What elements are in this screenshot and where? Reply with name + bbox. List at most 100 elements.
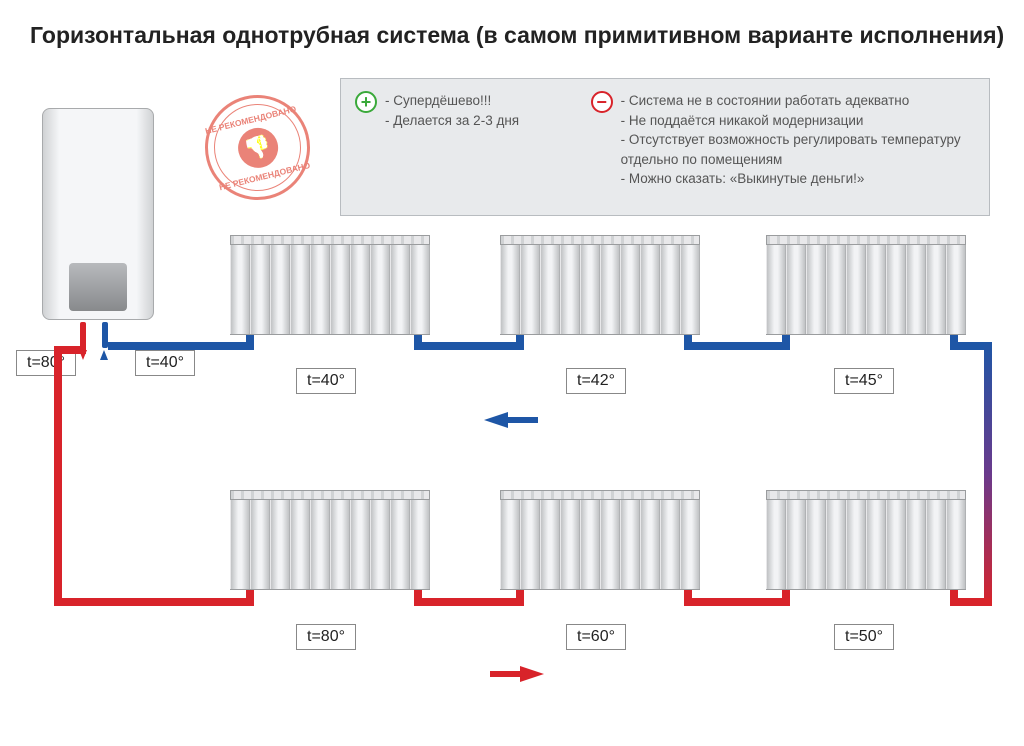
temp-label-r6: t=50°: [834, 624, 894, 650]
radiator-fin: [620, 500, 640, 589]
radiator-bottom: [766, 490, 966, 590]
radiator-top: [500, 490, 700, 500]
temp-label-r4: t=80°: [296, 624, 356, 650]
radiator-fin: [560, 245, 580, 334]
radiator-fin: [640, 500, 660, 589]
legend-cons: − - Система не в состоянии работать адек…: [591, 91, 975, 203]
radiator-fin: [270, 500, 290, 589]
radiator-fin: [866, 500, 886, 589]
radiator-body: [230, 245, 430, 335]
radiator-fin: [290, 500, 310, 589]
legend-con-item: - Отсутствует возможность регулировать т…: [621, 130, 975, 169]
radiator-body: [500, 500, 700, 590]
radiator-top: [230, 235, 430, 245]
legend-pros: + - Супердёшево!!!- Делается за 2-3 дня: [355, 91, 591, 203]
pipe-red: [516, 590, 524, 606]
radiator-fin: [946, 500, 966, 589]
legend-box: + - Супердёшево!!!- Делается за 2-3 дня …: [340, 78, 990, 216]
radiator-fin: [330, 245, 350, 334]
radiator-fin: [680, 500, 700, 589]
thumbs-down-icon: [233, 123, 281, 171]
radiator-fin: [250, 500, 270, 589]
radiator-bottom: [230, 490, 430, 590]
radiator-fin: [500, 500, 520, 589]
radiator-body: [230, 500, 430, 590]
pipe-blue: [108, 342, 246, 350]
radiator-fin: [350, 245, 370, 334]
radiator-fin: [846, 245, 866, 334]
radiator-fin: [926, 500, 946, 589]
return-arrow-icon: [100, 350, 108, 360]
minus-icon: −: [591, 91, 613, 113]
radiator-fin: [230, 245, 250, 334]
radiator-fin: [540, 500, 560, 589]
plus-icon: +: [355, 91, 377, 113]
boiler-pipes: [80, 322, 108, 348]
pipe-gradient: [984, 342, 992, 606]
radiator-fin: [560, 500, 580, 589]
radiator-fin: [620, 245, 640, 334]
radiator-fin: [370, 245, 390, 334]
radiator-fin: [660, 500, 680, 589]
radiator-top: [230, 490, 430, 500]
legend-con-item: - Можно сказать: «Выкинутые деньги!»: [621, 169, 975, 189]
radiator-fin: [640, 245, 660, 334]
radiator-fin: [390, 500, 410, 589]
radiator-fin: [660, 245, 680, 334]
page-title: Горизонтальная однотрубная система (в са…: [30, 22, 1004, 49]
radiator-fin: [600, 245, 620, 334]
radiator-fin: [500, 245, 520, 334]
pros-list: - Супердёшево!!!- Делается за 2-3 дня: [385, 91, 519, 203]
pipe-red: [782, 590, 790, 606]
pipe-red: [54, 346, 62, 606]
radiator-fin: [600, 500, 620, 589]
radiator-fin: [886, 500, 906, 589]
radiator-fin: [946, 245, 966, 334]
radiator-top: [766, 235, 966, 335]
flow-tail: [490, 671, 522, 677]
radiator-fin: [410, 245, 430, 334]
radiator-top: [500, 235, 700, 335]
radiator-fin: [230, 500, 250, 589]
radiator-top: [766, 235, 966, 245]
pipe-blue: [516, 335, 524, 350]
temp-label-r2: t=42°: [566, 368, 626, 394]
boiler-outlet-pipe: [80, 322, 86, 348]
boiler: [42, 108, 154, 320]
radiator-top: [500, 235, 700, 245]
temp-label-r5: t=60°: [566, 624, 626, 650]
radiator-fin: [786, 500, 806, 589]
radiator-fin: [390, 245, 410, 334]
radiator-fin: [580, 500, 600, 589]
radiator-fin: [310, 500, 330, 589]
flow-right-arrow-icon: [520, 666, 544, 682]
radiator-body: [766, 245, 966, 335]
temp-label-boiler_ret: t=40°: [135, 350, 195, 376]
radiator-top: [766, 490, 966, 500]
radiator-fin: [906, 500, 926, 589]
radiator-fin: [886, 245, 906, 334]
radiator-fin: [270, 245, 290, 334]
legend-pro-item: - Делается за 2-3 дня: [385, 111, 519, 131]
radiator-fin: [826, 500, 846, 589]
radiator-fin: [826, 245, 846, 334]
pipe-blue: [684, 342, 782, 350]
radiator-bottom: [500, 490, 700, 590]
legend-pro-item: - Супердёшево!!!: [385, 91, 519, 111]
pipe-red: [950, 590, 958, 606]
pipe-red: [684, 590, 692, 606]
radiator-fin: [250, 245, 270, 334]
radiator-fin: [540, 245, 560, 334]
pipe-red: [54, 346, 86, 354]
radiator-fin: [580, 245, 600, 334]
radiator-fin: [370, 500, 390, 589]
radiator-fin: [330, 500, 350, 589]
radiator-fin: [806, 245, 826, 334]
radiator-fin: [766, 245, 786, 334]
legend-con-item: - Не поддаётся никакой модернизации: [621, 111, 975, 131]
pipe-blue: [414, 342, 516, 350]
flow-left-arrow-icon: [484, 412, 508, 428]
pipe-blue: [782, 335, 790, 350]
pipe-red: [54, 598, 254, 606]
radiator-fin: [926, 245, 946, 334]
